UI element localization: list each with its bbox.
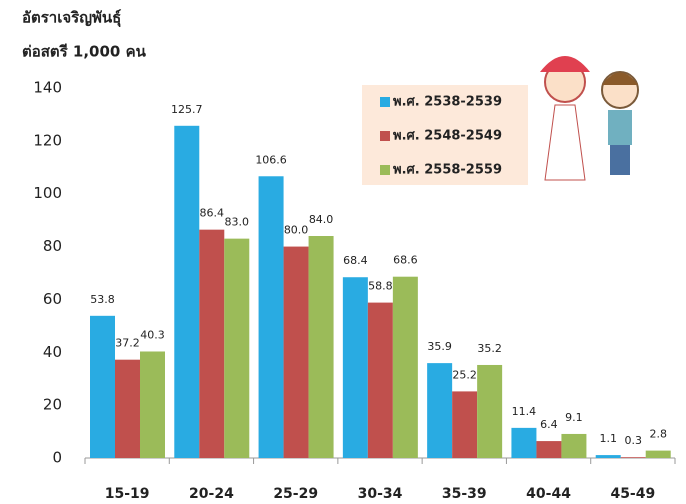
value-label: 25.2 <box>452 368 477 381</box>
bar <box>140 351 165 458</box>
x-tick-label: 45-49 <box>610 486 655 502</box>
x-tick-label: 25-29 <box>273 486 318 502</box>
y-tick-label: 120 <box>33 131 62 149</box>
legend-swatch <box>380 165 390 175</box>
y-tick-label: 40 <box>43 343 62 361</box>
bar <box>174 125 200 459</box>
legend-label: พ.ศ. 2558-2559 <box>393 163 502 178</box>
bar <box>427 363 453 458</box>
bar <box>645 450 671 458</box>
bar <box>90 315 115 458</box>
chart-subtitle: ต่อสตรี 1,000 คน <box>22 43 147 61</box>
value-label: 68.6 <box>393 254 418 267</box>
y-tick-label: 100 <box>33 184 62 202</box>
value-label: 106.6 <box>255 153 287 166</box>
bar <box>595 455 621 458</box>
bar <box>536 441 562 458</box>
value-label: 40.3 <box>140 328 165 341</box>
value-label: 11.4 <box>512 405 537 418</box>
value-label: 1.1 <box>599 432 617 445</box>
bar <box>367 302 393 458</box>
value-label: 2.8 <box>649 428 667 441</box>
value-label: 86.4 <box>200 207 225 220</box>
value-label: 125.7 <box>171 103 203 116</box>
chart-title: อัตราเจริญพันธุ์ <box>22 9 121 28</box>
value-label: 83.0 <box>225 216 250 229</box>
bar <box>258 176 284 458</box>
value-label: 35.2 <box>477 342 502 355</box>
bar <box>392 276 418 458</box>
bar <box>115 359 140 458</box>
value-label: 37.2 <box>115 337 140 350</box>
bar <box>283 246 309 458</box>
bar <box>342 277 368 458</box>
bar <box>452 391 478 458</box>
bar <box>308 236 334 458</box>
y-tick-label: 140 <box>33 79 62 97</box>
bar <box>477 364 503 458</box>
bar <box>620 457 646 458</box>
y-tick-label: 60 <box>43 290 62 308</box>
bar <box>511 427 537 458</box>
value-label: 6.4 <box>540 418 558 431</box>
legend-swatch <box>380 97 390 107</box>
bar <box>561 433 587 458</box>
y-tick-label: 80 <box>43 237 62 255</box>
value-label: 80.0 <box>284 224 309 237</box>
x-tick-label: 40-44 <box>526 486 571 502</box>
bar <box>199 229 225 458</box>
y-tick-label: 0 <box>52 449 62 467</box>
x-tick-label: 35-39 <box>442 486 487 502</box>
value-label: 0.3 <box>624 434 642 447</box>
value-label: 58.8 <box>368 280 393 293</box>
value-label: 68.4 <box>343 254 368 267</box>
cartoon <box>540 56 639 181</box>
value-label: 53.8 <box>90 293 115 306</box>
legend-swatch <box>380 131 390 141</box>
x-tick-label: 15-19 <box>105 486 150 502</box>
x-tick-label: 30-34 <box>358 486 403 502</box>
y-tick-label: 20 <box>43 396 62 414</box>
legend-label: พ.ศ. 2548-2549 <box>393 129 502 144</box>
value-label: 35.9 <box>427 340 452 353</box>
bar <box>224 238 250 458</box>
value-label: 84.0 <box>309 213 334 226</box>
value-label: 9.1 <box>565 411 583 424</box>
legend-label: พ.ศ. 2538-2539 <box>393 95 502 110</box>
x-tick-label: 20-24 <box>189 486 234 502</box>
